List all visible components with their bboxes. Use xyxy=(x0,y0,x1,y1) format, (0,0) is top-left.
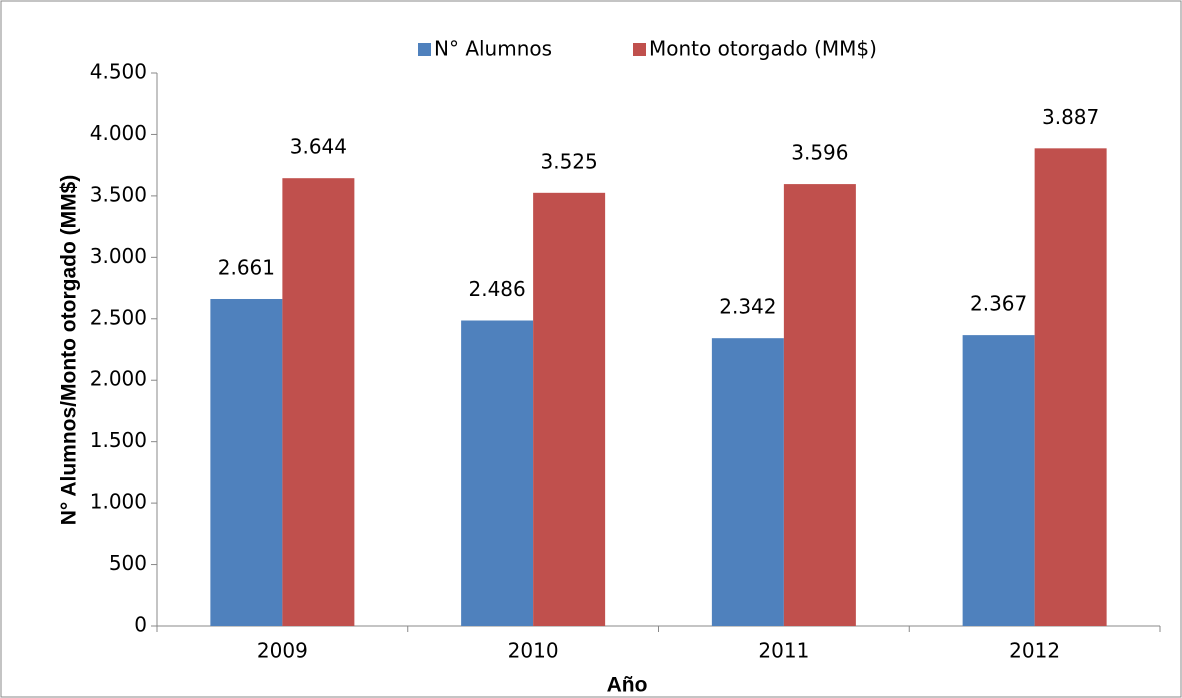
data-label: 3.525 xyxy=(540,149,597,173)
x-tick-label: 2011 xyxy=(758,639,809,663)
bar xyxy=(1034,148,1107,627)
bar xyxy=(711,338,784,626)
legend-swatch xyxy=(418,43,431,56)
bar xyxy=(533,192,606,627)
data-label: 2.486 xyxy=(468,277,525,301)
x-tick-label: 2009 xyxy=(257,639,308,663)
y-tick-label: 4.000 xyxy=(90,121,147,145)
y-axis-title: N° Alumnos/Monto otorgado (MM$) xyxy=(58,175,81,526)
legend-label: Monto otorgado (MM$) xyxy=(649,37,877,61)
bar xyxy=(210,298,283,626)
data-label: 2.342 xyxy=(719,295,776,319)
bar xyxy=(783,184,856,626)
legend-label: N° Alumnos xyxy=(434,37,552,61)
y-tick-label: 0 xyxy=(134,613,147,637)
x-axis-title: Año xyxy=(607,674,648,697)
y-tick-label: 500 xyxy=(109,551,147,575)
y-tick-label: 3.000 xyxy=(90,244,147,268)
data-label: 2.367 xyxy=(970,292,1027,316)
data-label: 3.887 xyxy=(1042,105,1099,129)
x-tick-label: 2012 xyxy=(1009,639,1060,663)
x-tick-label: 2010 xyxy=(508,639,559,663)
y-tick-label: 3.500 xyxy=(90,182,147,206)
bar xyxy=(962,335,1035,626)
bar xyxy=(461,320,534,626)
y-tick-label: 2.500 xyxy=(90,305,147,329)
y-tick-label: 4.500 xyxy=(90,60,147,84)
y-tick-label: 1.500 xyxy=(90,428,147,452)
data-label: 3.644 xyxy=(290,135,347,159)
data-label: 2.661 xyxy=(218,255,275,279)
data-label: 3.596 xyxy=(791,141,848,165)
y-tick-label: 1.000 xyxy=(90,490,147,514)
bar xyxy=(282,178,355,627)
y-tick-label: 2.000 xyxy=(90,367,147,391)
legend-swatch xyxy=(633,43,646,56)
